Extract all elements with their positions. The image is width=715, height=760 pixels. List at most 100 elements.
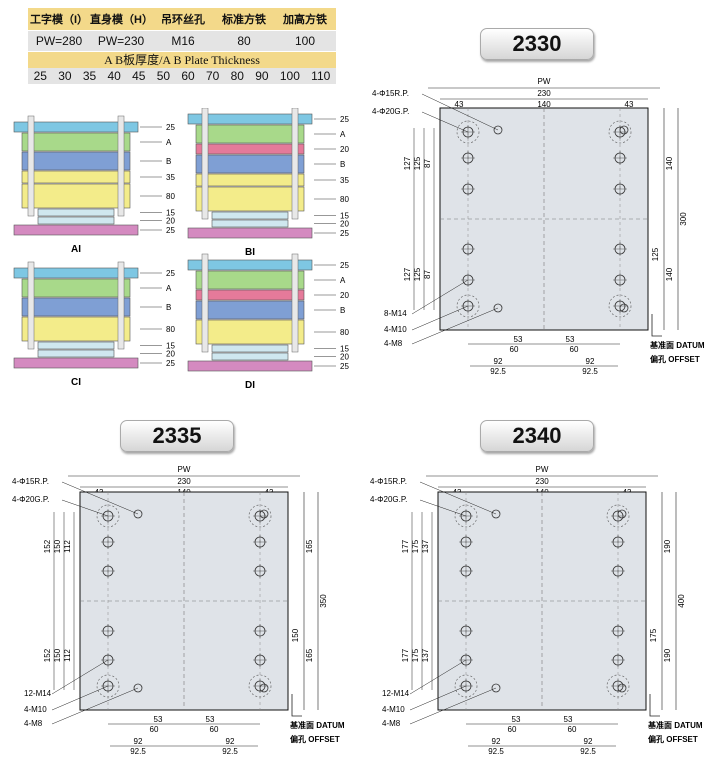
- guide-pin-hole: [96, 674, 120, 698]
- mold-plate: [13, 357, 139, 369]
- leader-line: [421, 111, 469, 133]
- leader-line: [411, 307, 499, 345]
- callout-rp: 4-Φ15R.P.: [12, 477, 49, 486]
- spec-header: 加高方铁: [274, 8, 336, 31]
- spec-header: 吊环丝孔: [152, 8, 214, 31]
- plate-drawing-2340: PW23014043431904001901751771771751751371…: [370, 465, 703, 756]
- leader-line: [411, 279, 469, 315]
- mold-plate: [187, 113, 313, 125]
- dim-half2: 175: [649, 628, 658, 642]
- dim-bottom: 60: [150, 725, 159, 734]
- guide-pin: [27, 115, 35, 217]
- mold-plate: [211, 219, 289, 228]
- callout-gp: 4-Φ20G.P.: [12, 495, 49, 504]
- dim-width: 230: [537, 89, 551, 98]
- dim-bottom: 92: [494, 357, 503, 366]
- plate-label: 20: [166, 217, 175, 226]
- dim-half2: 150: [291, 628, 300, 642]
- mold-plate: [211, 352, 289, 361]
- model-2340-button[interactable]: 2340: [480, 420, 594, 452]
- leader-line: [61, 499, 109, 517]
- dim-bottom: 53: [566, 335, 575, 344]
- dim-height: 300: [679, 212, 688, 226]
- guide-pin: [201, 108, 209, 220]
- mold-plate: [21, 183, 131, 209]
- mold-plate: [195, 289, 305, 301]
- callout-m14: 8-M14: [384, 309, 407, 318]
- return-pin-hole: [491, 509, 501, 519]
- callout-m8: 4-M8: [382, 719, 401, 728]
- spec-value: PW=280: [28, 30, 90, 51]
- thickness-value: 100: [279, 69, 300, 83]
- return-pin-hole: [617, 683, 627, 693]
- datum-label: 基准面 DATUM: [289, 720, 345, 730]
- thickness-value: 110: [311, 69, 331, 83]
- return-pin-hole: [259, 509, 269, 519]
- dim-half2: 125: [651, 247, 660, 261]
- plate-label: B: [340, 160, 345, 169]
- guide-pin-hole: [606, 504, 630, 528]
- dim-left: 87: [423, 270, 432, 279]
- guide-pin-hole: [454, 674, 478, 698]
- guide-pin: [117, 261, 125, 350]
- callout-m14: 12-M14: [24, 689, 52, 698]
- dim-left: 150: [53, 539, 62, 553]
- mold-plate: [21, 151, 131, 171]
- plate-label: A: [340, 276, 346, 285]
- plate-label: 20: [340, 220, 349, 229]
- dim-left: 177: [401, 539, 410, 553]
- dim-left: 152: [43, 648, 52, 662]
- spec-value: PW=230: [90, 30, 152, 51]
- spec-header: 直身模（H）: [90, 8, 153, 31]
- offset-label: 偏孔 OFFSET: [650, 354, 700, 364]
- mold-plate: [37, 349, 115, 358]
- datum-mark: [649, 694, 660, 717]
- plate-label: 25: [166, 359, 175, 368]
- mold-plate: [37, 341, 115, 350]
- guide-pin-hole: [248, 674, 272, 698]
- dim-left: 137: [421, 648, 430, 662]
- guide-pin-hole: [248, 504, 272, 528]
- plate-label: 80: [166, 325, 175, 334]
- thickness-value: 25: [33, 69, 47, 83]
- return-pin-hole: [259, 683, 269, 693]
- dim-bottom: 92: [492, 737, 501, 746]
- plate-label: 25: [166, 269, 175, 278]
- mold-structures: 25AB3580152025AI25A20B3580152025BI25AB80…: [13, 108, 349, 391]
- dim-left: 112: [63, 540, 72, 553]
- plate-label: 80: [340, 328, 349, 337]
- dim-bottom: 53: [514, 335, 523, 344]
- structure-name: BI: [245, 247, 255, 258]
- plate-label: 20: [166, 350, 175, 359]
- dim-left: 125: [413, 267, 422, 281]
- dim-half: 165: [305, 648, 314, 662]
- plate-label: B: [166, 157, 171, 166]
- spec-value: 100: [274, 30, 336, 51]
- guide-pin: [291, 108, 299, 220]
- plate-label: 20: [340, 353, 349, 362]
- plate-label: 15: [340, 212, 349, 221]
- model-2330-button[interactable]: 2330: [480, 28, 594, 60]
- mold-plate: [195, 186, 305, 212]
- leader-line: [419, 499, 467, 517]
- datum-label: 基准面 DATUM: [647, 720, 703, 730]
- offset-label: 偏孔 OFFSET: [290, 734, 340, 744]
- dim-bottom: 92: [584, 737, 593, 746]
- leader-line: [409, 687, 497, 725]
- thickness-value: 35: [82, 69, 97, 83]
- plate-label: A: [340, 130, 346, 139]
- thickness-value: 50: [156, 69, 171, 83]
- dim-left: 175: [411, 539, 420, 553]
- dim-bottom: 92.5: [582, 367, 598, 376]
- guide-pin-hole: [456, 120, 480, 144]
- dim-bottom: 92: [226, 737, 235, 746]
- mold-plate: [21, 170, 131, 184]
- plate-label: 15: [166, 342, 175, 351]
- dim-bottom: 60: [510, 345, 519, 354]
- dim-pw: PW: [178, 465, 191, 474]
- dim-pw: PW: [536, 465, 549, 474]
- dim-pw: PW: [538, 77, 551, 86]
- mold-plate: [37, 216, 115, 225]
- model-2335-button[interactable]: 2335: [120, 420, 234, 452]
- dim-bottom: 53: [154, 715, 163, 724]
